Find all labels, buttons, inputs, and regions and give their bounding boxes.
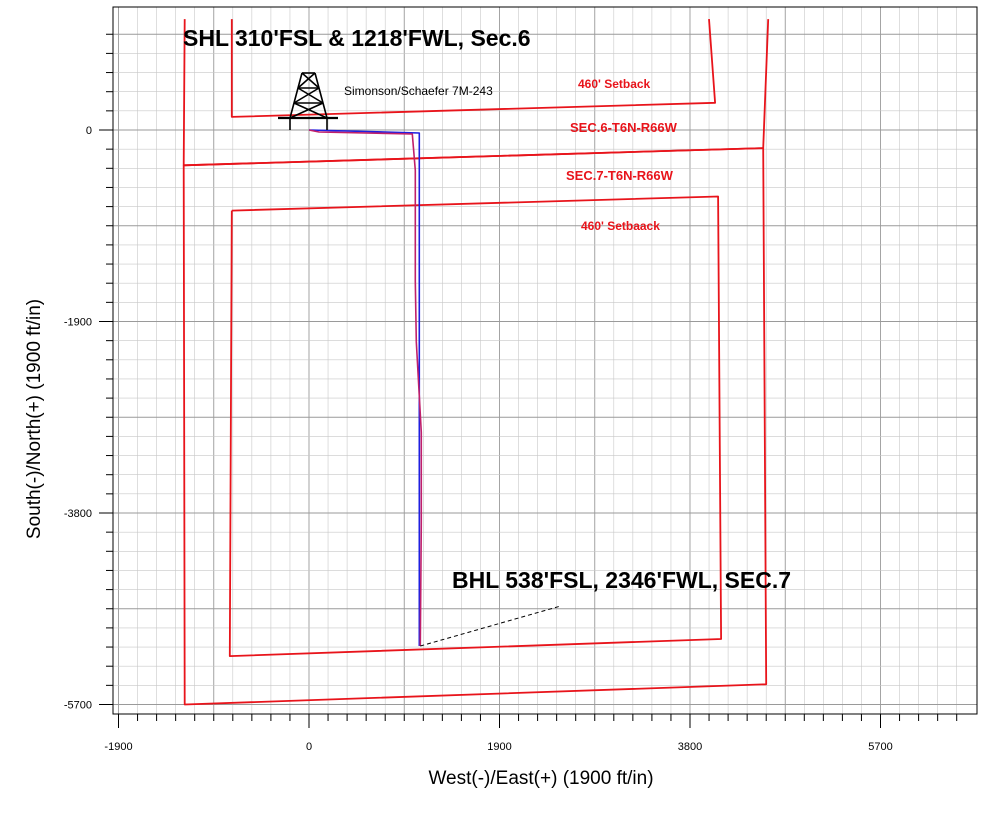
x-tick-label: 3800 [678,741,702,753]
series-sec7-boundary [182,147,768,706]
series-setback-sec7 [228,195,722,657]
setback-top-label: 460' Setback [578,77,651,91]
sec7-label: SEC.7-T6N-R66W [566,168,674,183]
drilling-rig-icon [278,72,338,130]
series-layer [182,19,770,706]
axis-ticks [99,33,958,728]
shl-label: SHL 310'FSL & 1218'FWL, Sec.6 [183,25,531,51]
series-setback-sec6 [230,19,716,118]
y-tick-label: -1900 [64,317,92,329]
tick-labels: -1900 0 1900 3800 5700 0 -1900 -3800 -5700 [64,125,893,753]
x-axis-title: West(-)/East(+) (1900 ft/in) [428,768,653,789]
y-tick-label: -3800 [64,508,92,520]
bhl-leader-line [420,605,562,647]
y-axis-title: South(-)/North(+) (1900 ft/in) [24,299,45,539]
grid-lines [113,7,977,714]
y-tick-label: 0 [86,125,92,137]
series-actual-wellpath [308,129,423,647]
y-tick-label: -5700 [64,700,92,712]
x-tick-label: 0 [306,741,312,753]
series-plan-wellpath [308,129,421,646]
x-tick-label: 1900 [487,741,511,753]
plot-frame [112,6,978,715]
well-name-label: Simonson/Schaefer 7M-243 [344,84,493,98]
sec6-label: SEC.6-T6N-R66W [570,120,678,135]
x-tick-label: -1900 [104,741,132,753]
x-tick-label: 5700 [868,741,892,753]
bhl-label: BHL 538'FSL, 2346'FWL, SEC.7 [452,567,791,593]
setback-bottom-label: 460' Setbaack [581,219,660,233]
